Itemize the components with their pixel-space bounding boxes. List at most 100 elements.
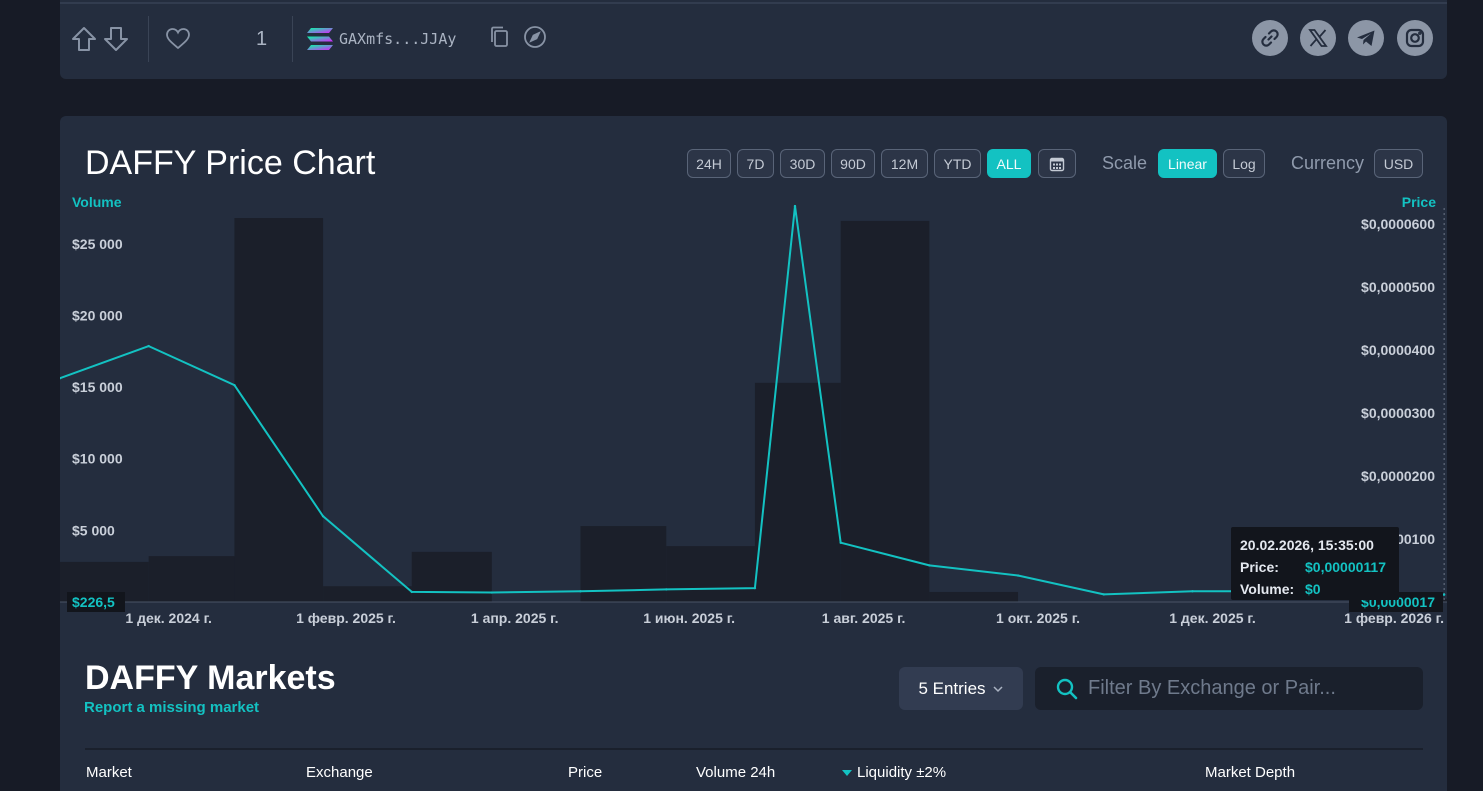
column-volume-24h[interactable]: Volume 24h xyxy=(696,764,776,781)
tooltip-price-value: $0,00000117 xyxy=(1305,559,1386,575)
volume-tick-label: $15 000 xyxy=(72,379,123,395)
table-divider xyxy=(85,748,1423,750)
price-axis-label: Price xyxy=(1401,194,1436,210)
volume-bar xyxy=(323,586,412,602)
price-point xyxy=(665,588,668,591)
tooltip-volume-value: $0 xyxy=(1305,581,1321,597)
market-filter[interactable] xyxy=(1035,667,1423,710)
link-icon[interactable] xyxy=(1252,20,1288,56)
scale-log-button[interactable]: Log xyxy=(1223,149,1265,178)
x-tick-label: 1 окт. 2025 г. xyxy=(996,610,1080,626)
token-header-bar: 1 GAXmfs...JJAy xyxy=(60,0,1447,79)
range-24h-button[interactable]: 24H xyxy=(687,149,731,178)
search-icon xyxy=(1056,678,1078,699)
price-point xyxy=(60,377,62,380)
range-7d-button[interactable]: 7D xyxy=(737,149,774,178)
volume-bar xyxy=(148,556,235,602)
top-divider xyxy=(60,2,1447,4)
separator xyxy=(148,16,149,62)
column-price[interactable]: Price xyxy=(568,764,603,781)
arrow-down-icon[interactable] xyxy=(102,25,130,53)
x-tick-label: 1 февр. 2026 г. xyxy=(1344,610,1444,626)
volume-badge-bg xyxy=(67,592,125,612)
chevron-down-icon xyxy=(993,685,1003,692)
price-point xyxy=(490,591,494,594)
token-address[interactable]: GAXmfs...JJAy xyxy=(339,30,457,48)
tooltip-volume-label: Volume: xyxy=(1240,581,1294,597)
price-point xyxy=(321,515,325,518)
telegram-icon[interactable] xyxy=(1348,20,1384,56)
price-tick-label: $0,0000500 xyxy=(1361,279,1435,295)
x-tick-label: 1 дек. 2024 г. xyxy=(125,610,212,626)
volume-axis-label: Volume xyxy=(72,194,122,210)
x-tick-label: 1 апр. 2025 г. xyxy=(471,610,559,626)
entries-label: 5 Entries xyxy=(918,678,986,698)
markets-title: DAFFY Markets xyxy=(85,659,336,697)
column-market-depth[interactable]: Market Depth xyxy=(1205,764,1296,781)
arrow-up-icon[interactable] xyxy=(70,25,98,53)
chart-title: DAFFY Price Chart xyxy=(85,144,376,182)
copy-icon[interactable] xyxy=(488,25,512,49)
tooltip-date: 20.02.2026, 15:35:00 xyxy=(1240,537,1374,553)
x-tick-label: 1 авг. 2025 г. xyxy=(822,610,906,626)
calendar-button[interactable] xyxy=(1038,149,1076,178)
volume-tick-label: $10 000 xyxy=(72,451,123,467)
price-chart-panel: DAFFY Price Chart 24H 7D 30D 90D 12M YTD… xyxy=(60,116,1447,791)
separator xyxy=(292,16,293,62)
price-tick-label: $0,0000400 xyxy=(1361,342,1435,358)
price-point xyxy=(233,383,236,387)
price-point xyxy=(1191,590,1194,593)
report-missing-market-link[interactable]: Report a missing market xyxy=(84,699,260,716)
column-liquidity[interactable]: Liquidity ±2% xyxy=(842,764,946,781)
x-tick-label: 1 июн. 2025 г. xyxy=(643,610,735,626)
volume-bar xyxy=(840,220,930,603)
scale-label: Scale xyxy=(1102,153,1148,173)
explorer-icon[interactable] xyxy=(523,25,547,49)
calendar-icon xyxy=(1049,157,1065,171)
x-tick-label: 1 февр. 2025 г. xyxy=(296,610,396,626)
price-point xyxy=(410,590,413,594)
price-point xyxy=(579,590,582,593)
current-volume-badge: $226,5 xyxy=(72,594,115,610)
volume-tick-label: $20 000 xyxy=(72,307,123,323)
scale-linear-button[interactable]: Linear xyxy=(1158,149,1217,178)
currency-select[interactable]: USD xyxy=(1374,149,1423,178)
heart-icon[interactable] xyxy=(165,26,193,54)
volume-tick-label: $5 000 xyxy=(72,522,115,538)
price-point xyxy=(1016,574,1020,577)
range-12m-button[interactable]: 12M xyxy=(881,149,928,178)
price-point xyxy=(753,586,757,590)
x-icon[interactable] xyxy=(1300,20,1336,56)
price-volume-chart[interactable]: $25 000 $20 000 $15 000 $10 000 $5 000 $0,000… xyxy=(60,116,1447,636)
instagram-icon[interactable] xyxy=(1397,20,1433,56)
volume-bar xyxy=(754,382,841,602)
range-90d-button[interactable]: 90D xyxy=(831,149,875,178)
sort-desc-icon xyxy=(842,769,852,776)
filter-input[interactable] xyxy=(1088,677,1408,700)
range-all-button[interactable]: ALL xyxy=(987,149,1031,178)
volume-bar xyxy=(411,551,492,602)
price-point xyxy=(1102,593,1106,596)
volume-tick-label: $25 000 xyxy=(72,236,123,252)
price-point xyxy=(147,344,150,348)
tooltip-price-label: Price: xyxy=(1240,559,1279,575)
volume-bar xyxy=(929,591,1019,602)
price-point xyxy=(928,564,931,567)
price-point xyxy=(793,204,797,208)
volume-bar xyxy=(234,218,324,602)
like-count: 1 xyxy=(256,28,268,50)
price-tick-label: $0,0000600 xyxy=(1361,216,1435,232)
price-point xyxy=(1442,593,1446,596)
x-tick-label: 1 дек. 2025 г. xyxy=(1169,610,1256,626)
column-market[interactable]: Market xyxy=(86,764,132,781)
entries-dropdown[interactable]: 5 Entries xyxy=(899,667,1023,710)
column-exchange[interactable]: Exchange xyxy=(306,764,373,781)
column-liquidity-label: Liquidity ±2% xyxy=(857,764,947,781)
solana-logo xyxy=(306,26,334,57)
price-tick-label: $0,0000300 xyxy=(1361,405,1435,421)
volume-bar xyxy=(666,546,755,602)
range-ytd-button[interactable]: YTD xyxy=(934,149,981,178)
range-30d-button[interactable]: 30D xyxy=(780,149,825,178)
tooltip-box xyxy=(1231,527,1399,600)
price-tick-label: $0,0000200 xyxy=(1361,468,1435,484)
